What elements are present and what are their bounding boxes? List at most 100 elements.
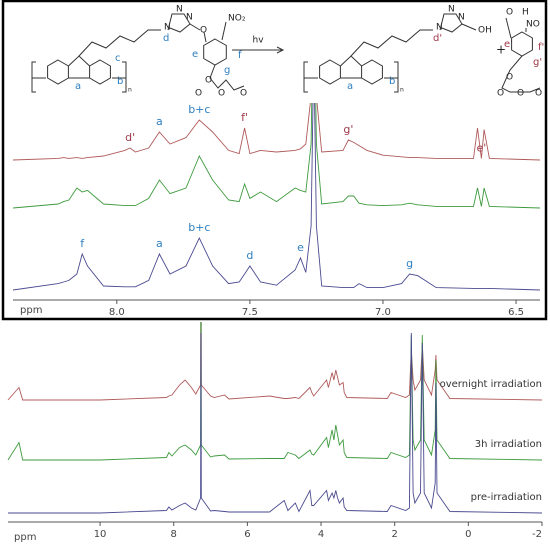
x-tick-label: 7.0	[375, 307, 391, 318]
peak-label: f'	[241, 111, 248, 124]
series-label: overnight irradiation	[440, 379, 542, 390]
series-label: 3h irradiation	[475, 439, 542, 450]
atom: O	[506, 8, 513, 18]
bracket	[394, 61, 399, 93]
atom: N	[458, 13, 465, 23]
peak-label: d'	[125, 131, 135, 144]
ring	[361, 59, 383, 85]
bond	[505, 17, 512, 39]
bond	[350, 29, 433, 57]
x-tick-label: 8.0	[109, 307, 125, 318]
atom: O	[195, 89, 202, 99]
traces	[12, 103, 541, 291]
peak-label: a	[156, 237, 163, 250]
peak-label: a	[156, 115, 163, 128]
series-label: pre-irradiation	[471, 492, 542, 503]
atom: n	[128, 87, 132, 94]
triazole	[167, 13, 191, 33]
atom: N	[164, 23, 171, 33]
x-tick-label: 6	[244, 529, 250, 540]
atom: O	[535, 89, 542, 99]
label: e'	[504, 39, 513, 50]
plus: +	[496, 43, 506, 57]
atom: N	[176, 5, 183, 15]
peak-label: b+c	[188, 221, 210, 234]
spectra: 8.0 7.5 7.0 6.5 ppm d' a b+c f' g' e' f a b+c d e g 10 8 6 4…	[7, 103, 543, 543]
bond	[461, 23, 477, 31]
label: e	[192, 49, 198, 60]
label: g'	[533, 57, 542, 68]
bond	[340, 55, 362, 67]
reaction-scheme: N N N O NO₂ O O O O n a b c d e f g hv N…	[31, 5, 544, 99]
bracket	[122, 61, 127, 93]
bond	[209, 64, 245, 91]
atom: n	[400, 87, 404, 94]
arrow-label: hv	[252, 36, 264, 46]
label: g	[224, 65, 230, 76]
x-tick-label: 0	[465, 529, 471, 540]
label: a	[75, 81, 81, 92]
atom: OH	[478, 26, 492, 36]
spectrum-line	[12, 103, 541, 161]
atom: NO₂	[228, 14, 246, 24]
label: f	[238, 50, 242, 61]
atom: N	[448, 5, 455, 15]
label: a	[347, 81, 353, 92]
x-tick-label: 6.5	[508, 307, 524, 318]
bond	[203, 31, 207, 43]
x-tick-label: -2	[532, 529, 542, 540]
label: b	[117, 76, 123, 87]
peak-label: f	[80, 237, 85, 250]
spectrum-line	[12, 103, 541, 209]
atom: O	[240, 89, 247, 99]
ring	[203, 38, 227, 66]
bracket	[303, 61, 308, 93]
arrow-head	[276, 46, 285, 54]
ring	[319, 59, 341, 85]
label: c	[115, 53, 121, 64]
atom: N	[436, 23, 443, 33]
inset-frame	[1, 0, 548, 321]
peak-label: b+c	[188, 103, 210, 116]
bond	[189, 23, 201, 31]
peak-label: e'	[477, 141, 487, 154]
atom: NO	[526, 20, 540, 30]
peak-label: g'	[343, 123, 353, 136]
peak-label: e	[297, 241, 304, 254]
bond	[221, 21, 227, 41]
triazole	[439, 13, 463, 33]
ring	[511, 31, 533, 57]
x-tick-label: 10	[94, 529, 107, 540]
bracket	[31, 61, 36, 93]
atom: O	[205, 76, 212, 86]
spectrum-line	[12, 103, 541, 291]
label: b	[389, 76, 395, 87]
spectrum-line	[7, 322, 543, 461]
ring	[47, 59, 69, 85]
x-axis-label: ppm	[14, 532, 36, 543]
peak-label: g	[406, 257, 413, 270]
atom: O	[218, 89, 225, 99]
x-tick-label: 7.5	[242, 307, 258, 318]
spectrum-line	[7, 322, 543, 401]
x-axis-label: ppm	[20, 305, 42, 316]
atom: O	[506, 73, 513, 83]
atom: O	[200, 26, 207, 36]
x-tick-label: 2	[392, 529, 398, 540]
bond	[68, 55, 90, 67]
spectrum-line	[8, 332, 543, 514]
label: f'	[538, 42, 544, 53]
label: d'	[433, 33, 442, 44]
atom: O	[497, 89, 504, 99]
peak-label: d	[246, 249, 253, 262]
label: d	[163, 33, 169, 44]
bond	[501, 55, 541, 93]
x-tick-label: 8	[171, 529, 177, 540]
atom: N	[186, 13, 193, 23]
x-tick-label: 4	[318, 529, 324, 540]
atom: O	[517, 89, 524, 99]
bond	[78, 29, 161, 57]
traces	[7, 322, 543, 514]
ring	[89, 59, 111, 85]
